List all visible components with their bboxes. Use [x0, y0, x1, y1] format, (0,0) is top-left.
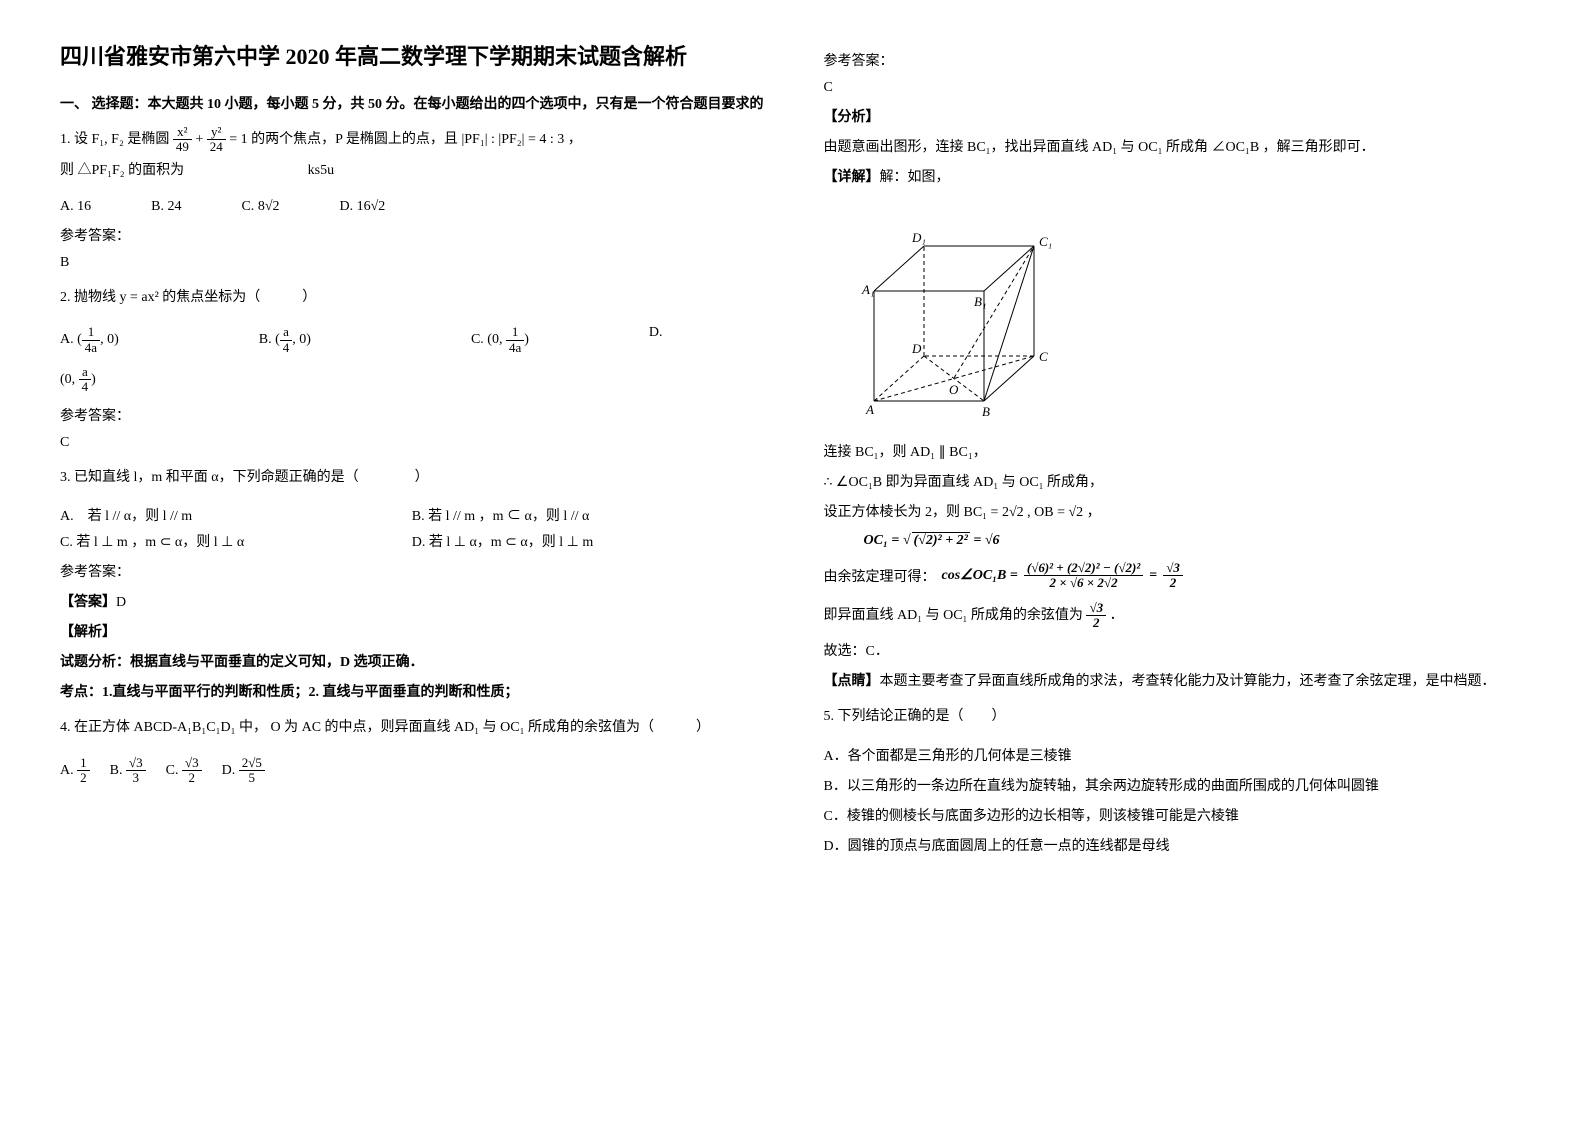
q2-optD-label: D. [649, 325, 663, 355]
q4-fenxi-text: 由题意画出图形，连接 BC₁，找出异面直线 AD₁ 与 OC₁ 所成角 ∠OC₁… [824, 136, 1528, 156]
q1-optA: A. 16 [60, 199, 91, 215]
section-heading: 一、 选择题：本大题共 10 小题，每小题 5 分，共 50 分。在每小题给出的… [60, 93, 764, 113]
q3-row1: A. 若 l // α，则 l // m B. 若 l // m ，m ⊂ α，… [60, 505, 764, 525]
q4-optD: D. 2√55 [222, 756, 265, 786]
q3-optD: D. 若 l ⊥ α，m ⊂ α，则 l ⊥ m [412, 531, 764, 551]
q4-fenxi: 分析 [824, 106, 1528, 126]
q5-optB: B．以三角形的一条边所在直线为旋转轴，其余两边旋转形成的曲面所围成的几何体叫圆锥 [824, 775, 1528, 795]
q3-jiexi-tag: 解析 [60, 621, 764, 641]
q1-optC: C. 8√2 [241, 199, 279, 215]
q5-optD: D．圆锥的顶点与底面圆周上的任意一点的连线都是母线 [824, 835, 1528, 855]
cube-label-C1: C₁ [1039, 234, 1052, 249]
q1-ks5u: ks5u [308, 163, 334, 178]
q2-optA: A. (14a, 0) [60, 325, 119, 355]
q4-options: A. 12 B. √33 C. √32 D. 2√55 [60, 756, 764, 786]
q4-dianjing: 点睛本题主要考查了异面直线所成角的求法，考查转化能力及计算能力，还考查了余弦定理… [824, 670, 1528, 690]
q5-optC: C．棱锥的侧棱长与底面多边形的边长相等，则该棱锥可能是六棱锥 [824, 805, 1528, 825]
q1-optD: D. 16√2 [340, 199, 386, 215]
q4-result: 即异面直线 AD₁ 与 OC₁ 所成角的余弦值为 √3 2 ． [824, 601, 1528, 631]
q3-analysis: 试题分析：根据直线与平面垂直的定义可知，D 选项正确． [60, 651, 764, 671]
q4-optC: C. √32 [166, 756, 202, 786]
q1-optB: B. 24 [151, 199, 181, 215]
cube-label-A: A [865, 402, 874, 416]
q3-optA: A. 若 l // α，则 l // m [60, 505, 412, 525]
q1-triangle: △PF₁F₂ 的面积为 [78, 163, 185, 178]
q3-answer: 答案D [60, 591, 764, 611]
q3-optB: B. 若 l // m ，m ⊂ α，则 l // α [412, 505, 764, 525]
cube-label-A1: A₁ [861, 282, 874, 297]
question-1: 1. 设 F₁, F₂ 是椭圆 x² 49 + y² 24 = 1 的两个焦点，… [60, 125, 764, 187]
q2-options-row1: A. (14a, 0) B. (a4, 0) C. (0, 14a) D. [60, 325, 764, 355]
q4-set: 设正方体棱长为 2，则 BC₁ = 2√2 , OB = √2 ， [824, 501, 1528, 521]
q4-xiangjie: 详解解：如图， [824, 166, 1528, 186]
question-4: 4. 在正方体 ABCD-A₁B₁C₁D₁ 中， O 为 AC 的中点，则异面直… [60, 713, 764, 744]
cube-label-D1: D₁ [911, 230, 926, 245]
q1-line2-prefix: 则 [60, 163, 74, 178]
q4-angle: ∴ ∠OC₁B 即为异面直线 AD₁ 与 OC₁ 所成角， [824, 471, 1528, 491]
q2-optC: C. (0, 14a) [471, 325, 529, 355]
q4-oc1-formula: OC₁ = √(√2)² + 2² = √6 [864, 533, 1528, 549]
q2-answer-label: 参考答案： [60, 405, 764, 425]
cube-label-B1: B₁ [974, 294, 986, 309]
q4-optA: A. 12 [60, 756, 90, 786]
q1-mid: 的两个焦点，P 是椭圆上的点，且 [251, 132, 458, 147]
q2-optD: (0, a4) [60, 365, 764, 395]
q4-optB: B. √33 [110, 756, 146, 786]
q1-eq-tail: = 1 [229, 132, 247, 147]
q4-answer-label: 参考答案： [824, 50, 1528, 70]
q1-frac-x: x² 49 [173, 125, 192, 155]
cube-label-D: D [911, 341, 922, 356]
q4-answer: C [824, 80, 1528, 96]
q4-guxuan: 故选：C． [824, 640, 1528, 660]
q3-answer-label: 参考答案： [60, 561, 764, 581]
q1-frac-y: y² 24 [207, 125, 226, 155]
cube-label-O: O [949, 382, 959, 397]
question-3: 3. 已知直线 l，m 和平面 α，下列命题正确的是（ ） [60, 463, 764, 494]
cube-diagram: A B C D A₁ B₁ C₁ D₁ O [844, 206, 1064, 416]
cube-label-C: C [1039, 349, 1048, 364]
page-title: 四川省雅安市第六中学 2020 年高二数学理下学期期末试题含解析 [60, 40, 764, 73]
q3-kaodian: 考点：1.直线与平面平行的判断和性质；2. 直线与平面垂直的判断和性质； [60, 681, 764, 701]
q4-connect: 连接 BC₁，则 AD₁ ∥ BC₁， [824, 441, 1528, 461]
question-5: 5. 下列结论正确的是（ ） [824, 702, 1528, 733]
q1-options: A. 16 B. 24 C. 8√2 D. 16√2 [60, 199, 764, 215]
q1-answer-label: 参考答案： [60, 225, 764, 245]
q5-optA: A．各个面都是三角形的几何体是三棱锥 [824, 745, 1528, 765]
q1-prefix: 1. 设 [60, 132, 88, 147]
q3-row2: C. 若 l ⊥ m ，m ⊂ α，则 l ⊥ α D. 若 l ⊥ α，m ⊂… [60, 531, 764, 551]
question-2: 2. 抛物线 y = ax² 的焦点坐标为（ ） [60, 283, 764, 314]
q1-tail: ， [568, 132, 582, 147]
q1-answer: B [60, 255, 764, 271]
q2-answer: C [60, 435, 764, 451]
cube-label-B: B [982, 404, 990, 416]
q1-ratio: |PF₁| : |PF₂| = 4 : 3 [461, 132, 564, 147]
q4-cos-line: 由余弦定理可得： cos∠OC₁B = (√6)² + (2√2)² − (√2… [824, 561, 1528, 591]
q1-foci: F₁, F₂ 是椭圆 [92, 132, 170, 147]
q2-optB: B. (a4, 0) [259, 325, 311, 355]
q3-optC: C. 若 l ⊥ m ，m ⊂ α，则 l ⊥ α [60, 531, 412, 551]
